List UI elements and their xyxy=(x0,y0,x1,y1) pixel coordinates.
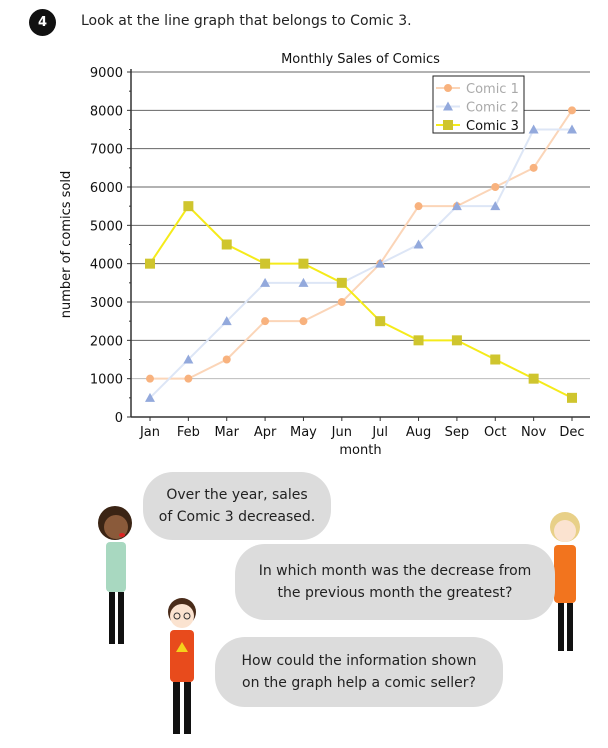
y-tick-label: 6000 xyxy=(90,181,123,196)
y-tick-label: 2000 xyxy=(90,334,123,349)
data-point xyxy=(413,239,424,249)
x-tick-label: Mar xyxy=(214,425,239,440)
data-point xyxy=(491,183,500,191)
data-point xyxy=(298,277,309,287)
legend-label: Comic 1 xyxy=(466,82,519,97)
x-tick-label: May xyxy=(290,425,317,440)
data-point xyxy=(375,316,386,327)
y-tick-label: 7000 xyxy=(90,143,123,158)
data-point xyxy=(413,335,424,346)
data-point xyxy=(260,277,271,287)
speech-bubble-sales-decreased: Over the year, sales of Comic 3 decreased… xyxy=(143,472,331,540)
data-point xyxy=(337,298,346,306)
data-point xyxy=(529,163,538,172)
y-axis-label: number of comics sold xyxy=(59,171,74,319)
x-tick-label: Jan xyxy=(139,425,160,440)
x-tick-label: Nov xyxy=(521,425,547,440)
data-point xyxy=(451,335,462,346)
x-axis-label: month xyxy=(339,443,381,458)
series-line-comic-3 xyxy=(149,204,573,399)
data-point xyxy=(375,258,386,268)
data-point xyxy=(298,258,309,269)
x-tick-label: Sep xyxy=(445,425,470,440)
y-tick-label: 9000 xyxy=(90,66,123,81)
series-line-comic-2 xyxy=(149,128,572,399)
data-point xyxy=(183,201,194,212)
data-point xyxy=(490,201,501,211)
legend-label: Comic 3 xyxy=(466,119,519,134)
data-point xyxy=(567,124,577,134)
legend-marker xyxy=(443,120,453,130)
legend-label: Comic 2 xyxy=(466,101,519,116)
data-point xyxy=(260,258,271,269)
y-tick-label: 4000 xyxy=(90,258,123,273)
y-tick-label: 0 xyxy=(115,411,123,426)
question-number-badge: 4 xyxy=(29,9,56,36)
x-tick-label: Jul xyxy=(371,425,388,440)
data-point xyxy=(261,317,270,326)
data-point xyxy=(528,373,539,384)
speech-bubble-greatest-decrease: In which month was the decrease from the … xyxy=(235,544,555,620)
x-tick-label: Dec xyxy=(559,425,584,440)
data-point xyxy=(299,317,308,326)
data-point xyxy=(146,374,154,383)
y-tick-label: 8000 xyxy=(90,104,123,119)
character-girl-curly-hair xyxy=(98,506,132,644)
legend-marker xyxy=(444,84,452,92)
line-chart: Monthly Sales of Comics 0 1000 2000 3000 4000… xyxy=(59,52,590,458)
x-tick-label: Oct xyxy=(484,425,506,440)
bubble-text-line: In which month was the decrease from xyxy=(258,563,532,579)
data-point xyxy=(567,392,577,403)
character-boy-glasses xyxy=(168,598,196,734)
data-point xyxy=(145,392,155,402)
bubble-text-line: Over the year, sales xyxy=(166,487,308,503)
series-line-comic-1 xyxy=(150,109,573,380)
data-point xyxy=(451,201,462,211)
bubble-text-line: of Comic 3 decreased. xyxy=(158,509,316,525)
data-point xyxy=(490,354,501,365)
data-point xyxy=(184,374,193,383)
y-tick-label: 5000 xyxy=(90,219,123,234)
chart-title: Monthly Sales of Comics xyxy=(281,52,440,67)
data-point xyxy=(183,354,194,364)
x-tick-label: Apr xyxy=(254,425,277,440)
question-prompt: Look at the line graph that belongs to C… xyxy=(81,13,412,29)
y-tick-label: 3000 xyxy=(90,296,123,311)
x-tick-label: Jun xyxy=(331,425,352,440)
data-point xyxy=(568,106,576,115)
data-point xyxy=(336,277,347,288)
data-point xyxy=(222,355,231,364)
bubble-text-line: How could the information shown xyxy=(241,653,477,669)
data-point xyxy=(414,202,423,211)
bubble-text-line: the previous month the greatest? xyxy=(277,585,513,601)
y-tick-label: 1000 xyxy=(90,373,123,388)
data-point xyxy=(528,124,539,134)
speech-bubble-comic-seller: How could the information shown on the gr… xyxy=(215,637,503,707)
legend-marker xyxy=(443,101,453,111)
data-point xyxy=(221,316,232,326)
bubble-text-line: on the graph help a comic seller? xyxy=(242,675,476,691)
x-tick-label: Feb xyxy=(177,425,200,440)
x-tick-label: Aug xyxy=(406,425,431,440)
data-point xyxy=(221,239,232,250)
character-girl-blonde xyxy=(550,512,580,651)
data-point xyxy=(145,258,155,269)
